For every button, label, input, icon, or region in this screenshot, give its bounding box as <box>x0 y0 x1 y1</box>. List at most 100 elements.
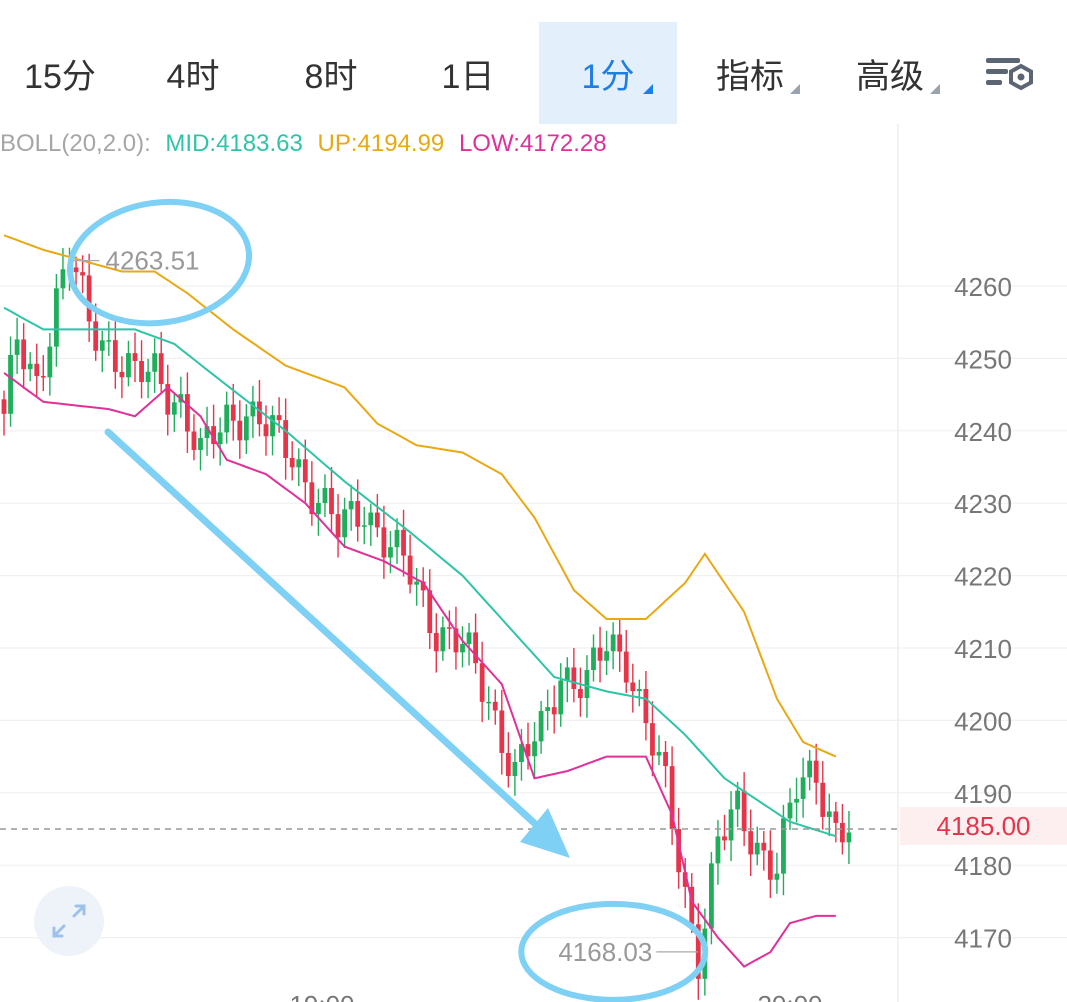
candle-body <box>8 354 13 414</box>
candle-body <box>388 547 393 558</box>
candle-body <box>813 760 819 783</box>
candle-body <box>656 751 662 756</box>
candle-body <box>840 822 845 843</box>
candle-body <box>846 832 852 843</box>
candle-body <box>663 751 668 767</box>
candle-body <box>27 363 33 370</box>
candle-body <box>243 416 249 441</box>
tab-indicators[interactable]: 指标 <box>690 22 810 124</box>
candle-body <box>820 782 826 817</box>
candle-body <box>551 707 557 715</box>
tab-label: 高级 <box>856 57 924 96</box>
y-tick-label: 4170 <box>954 924 1012 954</box>
candle-body <box>250 401 256 417</box>
candle-body <box>263 424 269 437</box>
y-tick-label: 4260 <box>954 272 1012 302</box>
candle-body <box>374 512 380 528</box>
candle-body <box>93 321 99 351</box>
candle-body <box>342 509 347 538</box>
expand-icon <box>52 904 86 938</box>
candle-body <box>14 339 20 355</box>
candle-body <box>348 501 354 510</box>
tab-1min[interactable]: 1分 <box>539 22 677 124</box>
candle-body <box>748 831 754 855</box>
candle-body <box>643 688 649 724</box>
candle-body <box>99 340 105 351</box>
x-tick-label: 20:00 <box>757 990 822 1002</box>
tab-8h[interactable]: 8时 <box>266 22 396 124</box>
candle-body <box>407 555 413 585</box>
candle-body <box>309 482 315 515</box>
candle-body <box>316 503 321 515</box>
candle-body <box>21 339 27 370</box>
candle-body <box>296 459 302 468</box>
candle-body <box>165 384 171 415</box>
bollinger-bands <box>0 234 900 968</box>
candle-body <box>584 670 590 699</box>
candle-body <box>636 688 642 692</box>
candle-body <box>447 627 452 629</box>
current-price-tag: 4185.00 <box>900 807 1067 845</box>
hand-drawn-annotations <box>66 198 709 1002</box>
candle-body <box>630 682 636 692</box>
candle-body <box>276 415 282 421</box>
tab-1d[interactable]: 1日 <box>403 22 533 124</box>
candle-body <box>224 404 230 433</box>
dropdown-triangle-icon <box>790 84 800 94</box>
boll-name: BOLL(20,2.0): <box>0 130 151 157</box>
candle-body <box>604 651 609 661</box>
candle-body <box>787 802 793 819</box>
candle-body <box>40 376 46 378</box>
candle-body <box>709 863 714 929</box>
candle-body <box>329 488 334 515</box>
expand-chart-button[interactable] <box>34 886 104 956</box>
candle-body <box>525 744 531 757</box>
candle-body <box>512 761 518 776</box>
chart-settings-button[interactable] <box>980 52 1040 92</box>
extreme-labels: 4263.51 4168.03 <box>69 246 699 967</box>
candle-body <box>34 363 40 377</box>
boll-low-value: LOW:4172.28 <box>458 130 607 157</box>
tab-label: 1日 <box>441 57 495 96</box>
candle-body <box>695 924 701 979</box>
candle-body <box>60 269 66 289</box>
candle-body <box>394 529 400 548</box>
candle-body <box>715 836 721 864</box>
candle-body <box>420 581 426 591</box>
candles <box>1 247 852 1000</box>
candle-body <box>453 628 459 653</box>
y-tick-label: 4180 <box>954 851 1012 881</box>
boll-up-value: UP:4194.99 <box>317 130 445 157</box>
candle-body <box>486 701 492 704</box>
lower-band-line <box>3 372 836 968</box>
candle-body <box>112 340 118 372</box>
tab-label: 1分 <box>581 57 635 96</box>
candle-body <box>283 420 289 458</box>
candle-body <box>414 581 420 585</box>
candle-body <box>217 432 223 445</box>
candlestick-chart[interactable]: 4170 4180 4190 4200 4210 4220 4230 4240 4250 4260… <box>0 124 1067 1002</box>
candle-body <box>401 529 406 556</box>
grid-lines <box>0 285 1067 939</box>
candle-body <box>728 809 734 841</box>
candle-body <box>145 371 151 382</box>
candle-body <box>237 420 243 441</box>
candle-body <box>152 353 158 372</box>
downtrend-arrow-line <box>104 428 548 836</box>
candle-body <box>623 651 629 683</box>
candle-body <box>650 723 655 756</box>
tab-15min[interactable]: 15分 <box>0 22 120 124</box>
high-circle-annotation <box>66 198 253 327</box>
y-tick-label: 4210 <box>954 634 1012 664</box>
candle-body <box>578 688 583 699</box>
low-price-label: 4168.03 <box>558 937 652 967</box>
candle-body <box>833 811 839 823</box>
candle-body <box>119 371 125 378</box>
candle-body <box>735 790 740 810</box>
candle-body <box>80 272 85 276</box>
boll-indicator-readout: BOLL(20,2.0): MID:4183.63 UP:4194.99 LOW… <box>0 126 615 162</box>
tab-advanced[interactable]: 高级 <box>830 22 950 124</box>
tab-4h[interactable]: 4时 <box>128 22 258 124</box>
candle-body <box>270 415 275 437</box>
candle-body <box>335 514 341 538</box>
